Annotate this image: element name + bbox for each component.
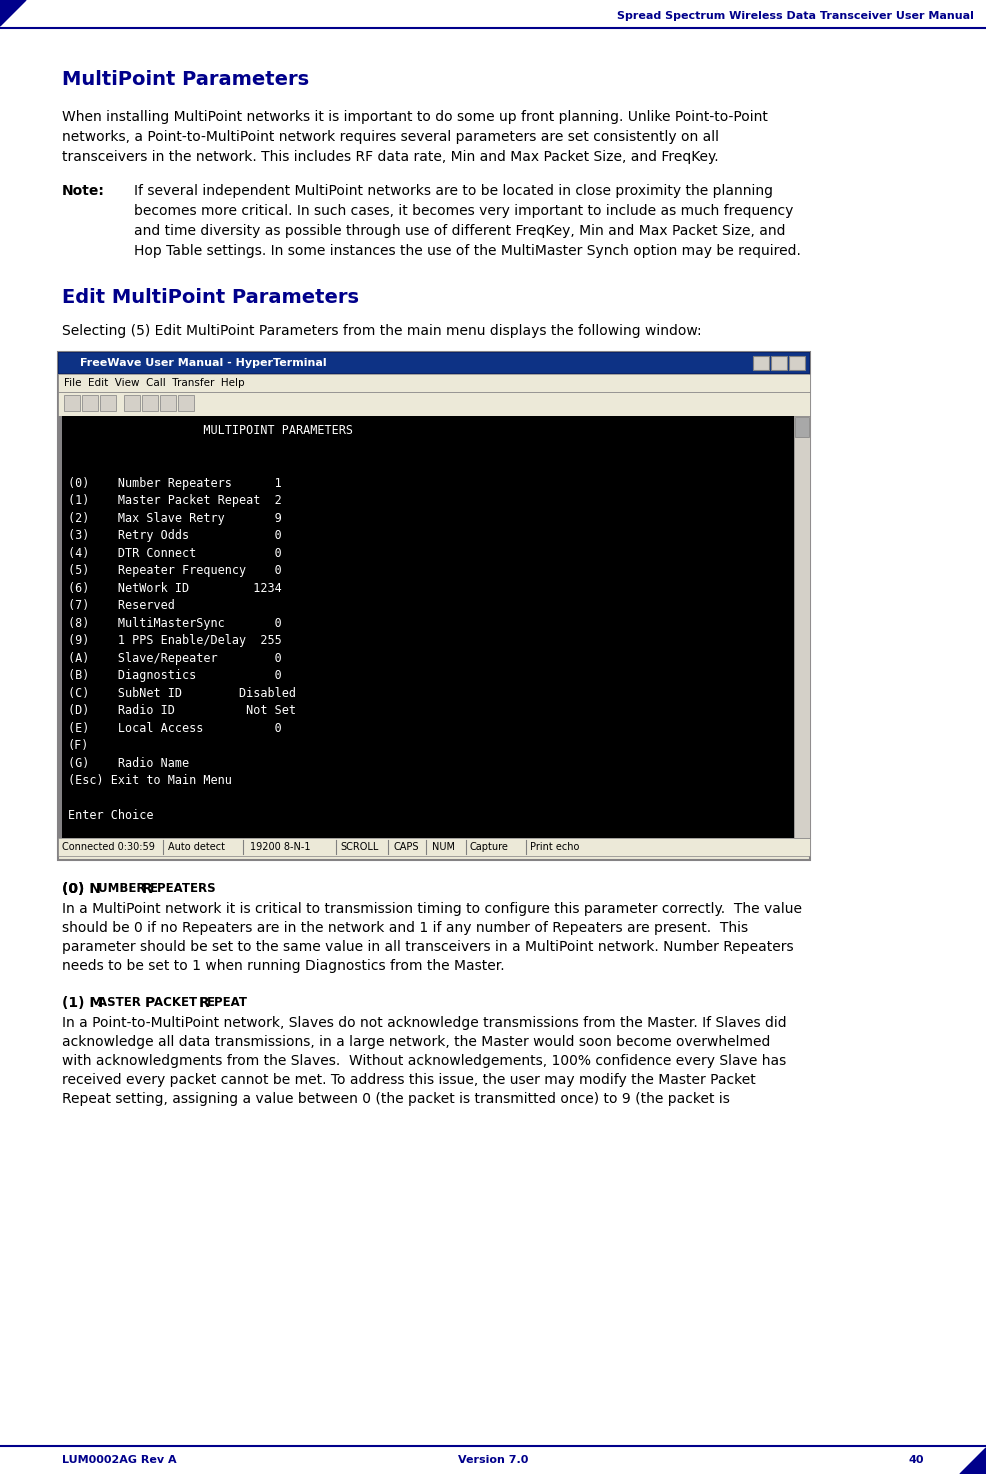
Text: If several independent MultiPoint networks are to be located in close proximity : If several independent MultiPoint networ… (134, 184, 773, 198)
Text: In a Point-to-MultiPoint network, Slaves do not acknowledge transmissions from t: In a Point-to-MultiPoint network, Slaves… (62, 1016, 787, 1030)
Text: (E)    Local Access          0: (E) Local Access 0 (68, 721, 282, 734)
Text: (9)    1 PPS Enable/Delay  255: (9) 1 PPS Enable/Delay 255 (68, 634, 282, 647)
Text: MultiPoint Parameters: MultiPoint Parameters (62, 69, 310, 88)
Text: and time diversity as possible through use of different FreqKey, Min and Max Pac: and time diversity as possible through u… (134, 224, 786, 237)
Bar (794, 416, 810, 839)
Bar (753, 357, 769, 370)
Text: (1) M: (1) M (62, 996, 104, 1010)
Text: (6)    NetWork ID         1234: (6) NetWork ID 1234 (68, 582, 282, 594)
Text: (8)    MultiMasterSync       0: (8) MultiMasterSync 0 (68, 616, 282, 629)
Text: NUM: NUM (432, 842, 455, 852)
Bar (62, 416, 794, 839)
Text: (G)    Radio Name: (G) Radio Name (68, 756, 189, 769)
Text: (1)    Master Packet Repeat  2: (1) Master Packet Repeat 2 (68, 494, 282, 507)
Bar (58, 374, 810, 392)
Text: MULTIPOINT PARAMETERS: MULTIPOINT PARAMETERS (68, 425, 353, 436)
Text: 40: 40 (908, 1455, 924, 1465)
Text: should be 0 if no Repeaters are in the network and 1 if any number of Repeaters : should be 0 if no Repeaters are in the n… (62, 921, 748, 935)
Text: networks, a Point-to-MultiPoint network requires several parameters are set cons: networks, a Point-to-MultiPoint network … (62, 130, 719, 144)
Text: Note:: Note: (62, 184, 105, 198)
Text: Repeat setting, assigning a value between 0 (the packet is transmitted once) to : Repeat setting, assigning a value betwee… (62, 1092, 730, 1106)
Bar (771, 357, 787, 370)
Text: Capture: Capture (470, 842, 509, 852)
Text: Selecting (5) Edit MultiPoint Parameters from the main menu displays the followi: Selecting (5) Edit MultiPoint Parameters… (62, 324, 702, 338)
Text: (3)    Retry Odds            0: (3) Retry Odds 0 (68, 529, 282, 542)
Text: (F): (F) (68, 738, 90, 752)
Bar (64, 395, 80, 411)
Text: EPEAT: EPEAT (207, 996, 248, 1010)
Text: In a MultiPoint network it is critical to transmission timing to configure this : In a MultiPoint network it is critical t… (62, 902, 802, 915)
Text: LUM0002AG Rev A: LUM0002AG Rev A (62, 1455, 176, 1465)
Text: File  Edit  View  Call  Transfer  Help: File Edit View Call Transfer Help (64, 377, 245, 388)
Bar (59, 352, 809, 373)
Text: R: R (199, 996, 210, 1010)
Text: (B)    Diagnostics           0: (B) Diagnostics 0 (68, 669, 282, 682)
Text: 19200 8-N-1: 19200 8-N-1 (250, 842, 311, 852)
Bar (795, 417, 809, 436)
Text: Version 7.0: Version 7.0 (458, 1455, 528, 1465)
Text: needs to be set to 1 when running Diagnostics from the Master.: needs to be set to 1 when running Diagno… (62, 960, 505, 973)
Text: (D)    Radio ID          Not Set: (D) Radio ID Not Set (68, 705, 296, 716)
Text: (7)    Reserved: (7) Reserved (68, 598, 175, 612)
Text: Auto detect: Auto detect (168, 842, 225, 852)
Text: Connected 0:30:59: Connected 0:30:59 (62, 842, 155, 852)
Text: received every packet cannot be met. To address this issue, the user may modify : received every packet cannot be met. To … (62, 1073, 755, 1086)
Bar (58, 352, 810, 374)
Text: Spread Spectrum Wireless Data Transceiver User Manual: Spread Spectrum Wireless Data Transceive… (617, 10, 974, 21)
Text: SCROLL: SCROLL (340, 842, 379, 852)
Text: (5)    Repeater Frequency    0: (5) Repeater Frequency 0 (68, 565, 282, 576)
Text: Hop Table settings. In some instances the use of the MultiMaster Synch option ma: Hop Table settings. In some instances th… (134, 245, 801, 258)
Text: (4)    DTR Connect           0: (4) DTR Connect 0 (68, 547, 282, 560)
Text: (0): (0) (62, 881, 90, 896)
Bar (789, 357, 805, 370)
Bar (58, 392, 810, 416)
Text: (0) N: (0) N (62, 881, 101, 896)
Text: R: R (142, 881, 153, 896)
Bar (58, 839, 810, 856)
Text: When installing MultiPoint networks it is important to do some up front planning: When installing MultiPoint networks it i… (62, 111, 768, 124)
Text: P: P (145, 996, 155, 1010)
Text: (Esc) Exit to Main Menu: (Esc) Exit to Main Menu (68, 774, 232, 787)
Bar (178, 395, 194, 411)
Text: Print echo: Print echo (530, 842, 580, 852)
Text: CAPS: CAPS (394, 842, 419, 852)
Text: (0)    Number Repeaters      1: (0) Number Repeaters 1 (68, 476, 282, 489)
Bar (160, 395, 176, 411)
Bar (58, 352, 810, 859)
Text: transceivers in the network. This includes RF data rate, Min and Max Packet Size: transceivers in the network. This includ… (62, 150, 719, 164)
Text: ACKET: ACKET (154, 996, 201, 1010)
Text: Enter Choice: Enter Choice (68, 809, 154, 822)
Bar (124, 395, 140, 411)
Text: (2)    Max Slave Retry       9: (2) Max Slave Retry 9 (68, 511, 282, 525)
Text: ASTER: ASTER (98, 996, 145, 1010)
Text: EPEATERS: EPEATERS (150, 881, 217, 895)
Text: FreeWave User Manual - HyperTerminal: FreeWave User Manual - HyperTerminal (80, 358, 326, 368)
Text: (C)    SubNet ID        Disabled: (C) SubNet ID Disabled (68, 687, 296, 700)
Bar (58, 416, 62, 839)
Polygon shape (0, 0, 26, 27)
Bar (100, 395, 116, 411)
Text: parameter should be set to the same value in all transceivers in a MultiPoint ne: parameter should be set to the same valu… (62, 940, 794, 954)
Text: UMBER: UMBER (98, 881, 150, 895)
Polygon shape (960, 1447, 986, 1474)
Text: with acknowledgments from the Slaves.  Without acknowledgements, 100% confidence: with acknowledgments from the Slaves. Wi… (62, 1054, 786, 1069)
Text: Edit MultiPoint Parameters: Edit MultiPoint Parameters (62, 287, 359, 307)
Text: becomes more critical. In such cases, it becomes very important to include as mu: becomes more critical. In such cases, it… (134, 203, 794, 218)
Bar (82, 395, 98, 411)
Text: (A)    Slave/Repeater        0: (A) Slave/Repeater 0 (68, 652, 282, 665)
Bar (142, 395, 158, 411)
Text: acknowledge all data transmissions, in a large network, the Master would soon be: acknowledge all data transmissions, in a… (62, 1035, 770, 1049)
